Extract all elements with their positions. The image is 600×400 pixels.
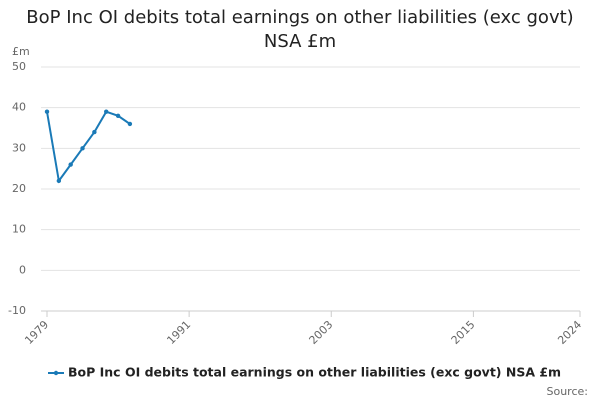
point	[56, 178, 62, 184]
x-tick-label: 2024	[555, 318, 584, 347]
x-tick-label: 1979	[22, 318, 51, 347]
y-tick-label: 30	[12, 141, 26, 154]
legend-label: BoP Inc OI debits total earnings on othe…	[68, 365, 561, 380]
point	[68, 162, 73, 167]
x-tick-label: 2003	[307, 318, 336, 347]
point	[80, 146, 85, 151]
y-tick-label: 50	[12, 60, 26, 73]
x-tick-label: 1991	[164, 318, 193, 347]
x-tick-label: 2015	[449, 318, 478, 347]
y-tick-label: 10	[12, 223, 26, 236]
y-unit: £m	[12, 45, 30, 58]
y-tick-label: -10	[8, 304, 26, 317]
point	[127, 121, 133, 127]
point	[104, 109, 109, 114]
y-tick-label: 20	[12, 182, 26, 195]
y-tick-label: 40	[12, 101, 26, 114]
point	[115, 113, 121, 119]
line	[46, 110, 131, 184]
point	[92, 129, 97, 135]
y-tick-label: 0	[19, 263, 26, 276]
chart-title: BoP Inc OI debits total earnings on othe…	[26, 7, 574, 52]
source: Source:	[547, 385, 589, 398]
point	[44, 109, 50, 114]
legend-marker	[53, 370, 59, 376]
